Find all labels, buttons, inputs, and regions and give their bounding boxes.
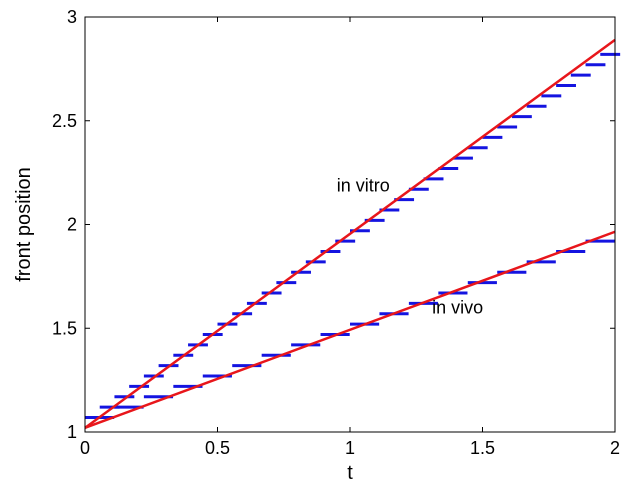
x-tick-label: 1.5 — [470, 438, 495, 458]
y-tick-label: 2 — [67, 215, 77, 235]
x-tick-label: 0 — [80, 438, 90, 458]
x-axis-label: t — [347, 462, 353, 484]
x-tick-label: 0.5 — [205, 438, 230, 458]
fit-line-series-1 — [84, 230, 616, 430]
x-tick-label: 2 — [610, 438, 620, 458]
y-axis-label: front position — [13, 167, 35, 282]
x-tick-label: 1 — [345, 438, 355, 458]
plot-frame — [84, 16, 616, 433]
fit-line-series-0 — [84, 38, 616, 429]
y-tick-label: 3 — [67, 7, 77, 27]
y-tick-label: 2.5 — [52, 111, 77, 131]
y-tick-label: 1 — [67, 422, 77, 442]
annotation-label: in vivo — [432, 298, 483, 318]
annotation-label: in vitro — [337, 175, 390, 195]
y-tick-label: 1.5 — [52, 318, 77, 338]
